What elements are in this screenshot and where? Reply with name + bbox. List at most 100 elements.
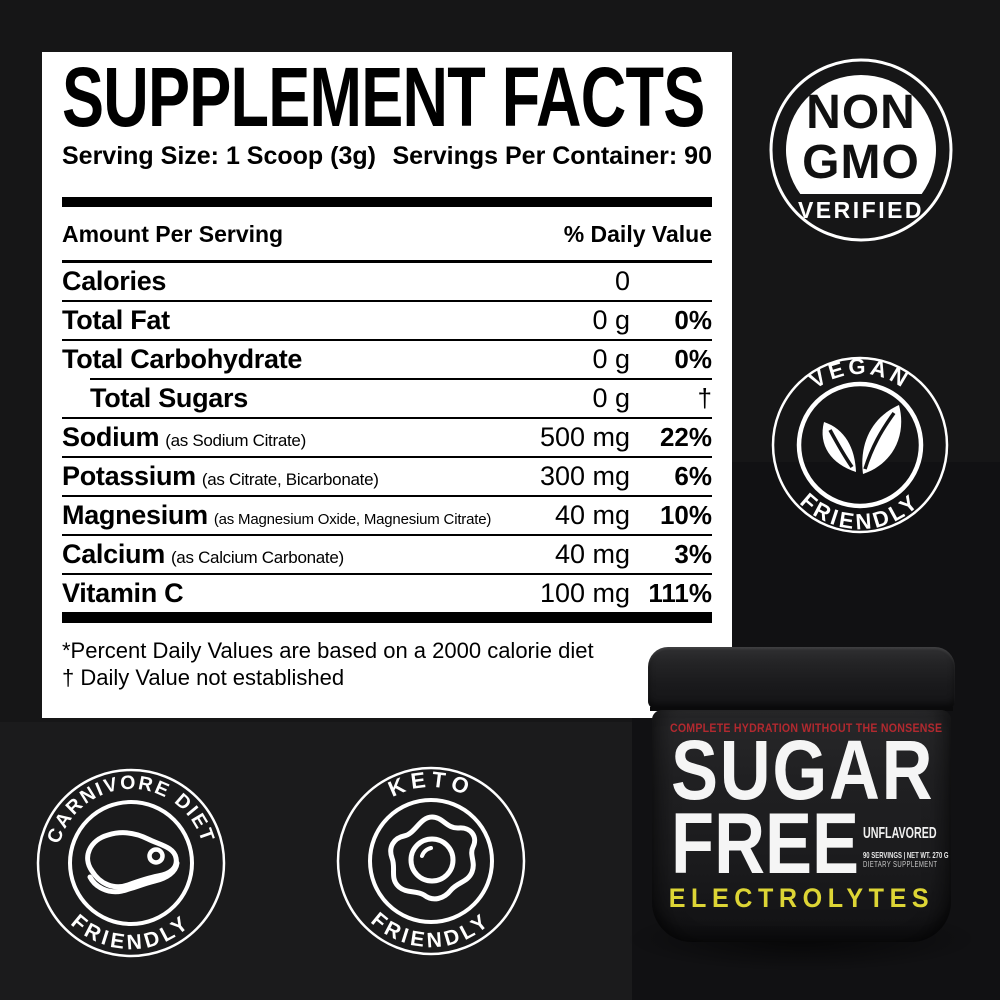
jar-lid [648,647,955,709]
steak-icon [85,830,180,895]
supplement-facts-panel: SUPPLEMENT FACTS Serving Size: 1 Scoop (… [42,52,732,718]
nutrient-name: Vitamin C [62,578,184,608]
nutrient-detail: (as Magnesium Oxide, Magnesium Citrate) [213,511,492,528]
serving-info-row: Serving Size: 1 Scoop (3g) Servings Per … [62,142,712,171]
nutrient-name: Total Fat [62,305,170,335]
svg-text:FRIENDLY: FRIENDLY [796,488,925,534]
jar-tagline: COMPLETE HYDRATION WITHOUT THE NONSENSE [669,721,943,735]
nutrient-dv: 0% [674,305,712,335]
non-gmo-badge-graphic: NON GMO VERIFIED [769,58,953,242]
row-divider [62,300,712,302]
leaves-icon [822,405,902,474]
jar-lid-seam [650,707,953,711]
jar-servings-line: 90 SERVINGS | NET WT. 270 G [863,850,949,860]
badge-outer-ring [771,356,949,534]
keto-top-text: KETO [384,767,472,802]
vegan-badge-graphic: VEGAN FRIENDLY [771,354,949,534]
nutrient-row-total-fat: Total Fat 0 g 0% [62,302,712,339]
nutrient-detail: (as Citrate, Bicarbonate) [201,470,379,489]
row-divider [62,495,712,497]
nutrient-dv: 22% [659,422,712,452]
nutrient-dv: 10% [659,500,712,530]
non-gmo-word2: GMO [802,136,920,189]
nutrient-name: Potassium [62,461,196,491]
footnote-dagger: † Daily Value not established [62,665,345,690]
badge-outer-ring [336,766,526,956]
nutrient-row-sodium: Sodium (as Sodium Citrate) 500 mg 22% [62,419,712,456]
nutrient-name: Total Sugars [90,383,248,413]
nutrient-detail: (as Sodium Citrate) [165,431,306,450]
jar-body-label: COMPLETE HYDRATION WITHOUT THE NONSENSE … [652,710,951,942]
panel-title: SUPPLEMENT FACTS [62,50,705,144]
badge-disc [786,74,936,194]
nutrient-row-magnesium: Magnesium (as Magnesium Oxide, Magnesium … [62,497,712,534]
svg-text:KETO: KETO [384,767,477,802]
nutrient-name: Calcium [62,539,165,569]
nutrient-name: Magnesium [62,500,208,530]
keto-badge-graphic: KETO FRIENDLY [336,766,526,956]
keto-bottom-text: FRIENDLY [367,908,492,952]
svg-text:FRIENDLY: FRIENDLY [367,908,496,952]
serving-size: Serving Size: 1 Scoop (3g) [62,142,376,170]
carnivore-diet-friendly-badge: CARNIVORE DIET FRIENDLY [32,764,230,967]
row-divider [62,573,712,575]
row-divider [62,534,712,536]
keto-friendly-badge: KETO FRIENDLY [332,762,530,965]
nutrient-detail: (as Calcium Carbonate) [170,548,344,567]
nutrient-row-calcium: Calcium (as Calcium Carbonate) 40 mg 3% [62,536,712,573]
badge-outer-ring [769,58,953,242]
amount-per-serving-header: Amount Per Serving [62,221,284,247]
nutrient-row-total-sugars: Total Sugars 0 g † [62,380,712,417]
badge-inner-circle [68,800,194,926]
thick-divider-bottom [62,612,712,623]
column-header-row: Amount Per Serving % Daily Value [62,207,712,260]
vegan-bottom-text: FRIENDLY [796,488,921,534]
nutrient-dv: 111% [648,578,712,608]
vegan-friendly-badge: VEGAN FRIENDLY [766,351,954,544]
nutrient-row-vitamin-c: Vitamin C 100 mg 111% [62,575,712,612]
nutrient-dv: 6% [674,461,712,491]
nutrient-row-calories: Calories 0 [62,263,712,300]
row-divider [62,417,712,419]
nutrient-amount: 40 mg [554,539,630,569]
jar-flavor: UNFLAVORED [863,825,937,842]
non-gmo-verified-badge: NON GMO VERIFIED [766,55,956,250]
nutrient-row-total-carbohydrate: Total Carbohydrate 0 g 0% [62,341,712,378]
non-gmo-word3: VERIFIED [798,197,924,223]
carnivore-bottom-text: FRIENDLY [67,910,192,954]
nutrient-amount: 300 mg [539,461,630,491]
nutrient-dv: 3% [674,539,712,569]
thick-divider-top [62,197,712,207]
nutrient-amount: 500 mg [539,422,630,452]
nutrient-row-potassium: Potassium (as Citrate, Bicarbonate) 300 m… [62,458,712,495]
jar-name-line2: FREE [671,796,860,892]
jar-type-line: DIETARY SUPPLEMENT [863,860,938,869]
nutrient-name: Calories [62,266,167,296]
jar-category: ELECTROLYTES [668,883,935,913]
nutrient-dv: 0% [674,344,712,374]
nutrient-amount: 0 g [592,344,630,374]
nutrient-amount: 40 mg [554,500,630,530]
nutrient-amount: 0 g [592,305,630,335]
badge-outer-ring [36,768,226,958]
nutrient-amount: 0 [614,266,630,296]
svg-text:VEGAN: VEGAN [805,354,915,394]
row-divider-indented [90,378,712,380]
fried-egg-icon [388,814,478,902]
row-divider [62,339,712,341]
footnote-percent-dv: *Percent Daily Values are based on a 200… [62,638,594,663]
badge-inner-circle [368,798,494,924]
nutrient-amount: 0 g [592,383,630,413]
servings-per-container: Servings Per Container: 90 [392,142,712,170]
non-gmo-word1: NON [806,86,916,139]
daily-value-header: % Daily Value [563,221,712,247]
footnotes: *Percent Daily Values are based on a 200… [62,637,712,691]
row-divider [62,456,712,458]
jar-name-line1: SUGAR [671,723,935,817]
svg-text:FRIENDLY: FRIENDLY [67,910,196,954]
nutrient-name: Sodium [62,422,160,452]
nutrient-dv: † [697,383,712,413]
carnivore-badge-graphic: CARNIVORE DIET FRIENDLY [36,768,226,958]
badge-inner-circle [796,381,924,509]
